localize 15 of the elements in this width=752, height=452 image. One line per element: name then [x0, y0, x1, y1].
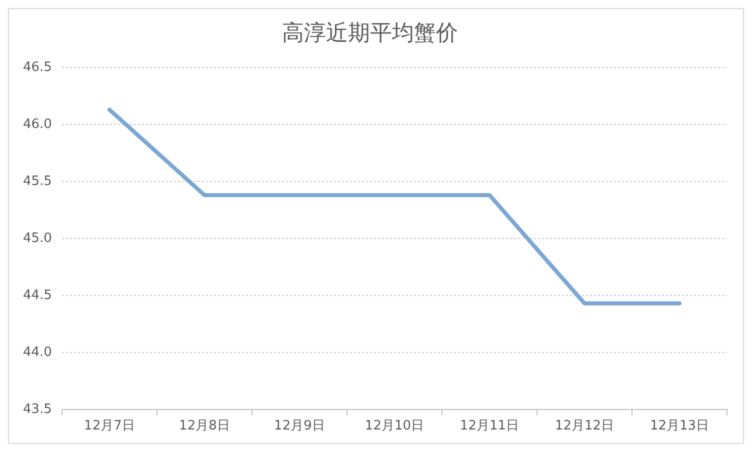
y-tick-label: 45.5	[22, 174, 52, 189]
y-tick-label: 45.0	[22, 230, 52, 246]
x-tick-label: 12月13日	[650, 418, 710, 434]
x-tick-label: 12月7日	[84, 418, 135, 434]
y-tick-label: 46.5	[22, 60, 52, 75]
x-tick-label: 12月12日	[554, 418, 614, 434]
x-tick-label: 12月9日	[274, 418, 325, 434]
y-tick-label: 43.5	[22, 402, 52, 417]
y-tick-label: 44.0	[22, 344, 52, 360]
chart-title: 高淳近期平均蟹价	[282, 20, 458, 46]
x-tick-label: 12月10日	[364, 418, 424, 434]
y-tick-label: 46.0	[22, 116, 52, 132]
x-tick-label: 12月11日	[460, 418, 520, 434]
y-tick-label: 44.5	[22, 288, 52, 303]
x-tick-label: 12月8日	[179, 418, 230, 434]
